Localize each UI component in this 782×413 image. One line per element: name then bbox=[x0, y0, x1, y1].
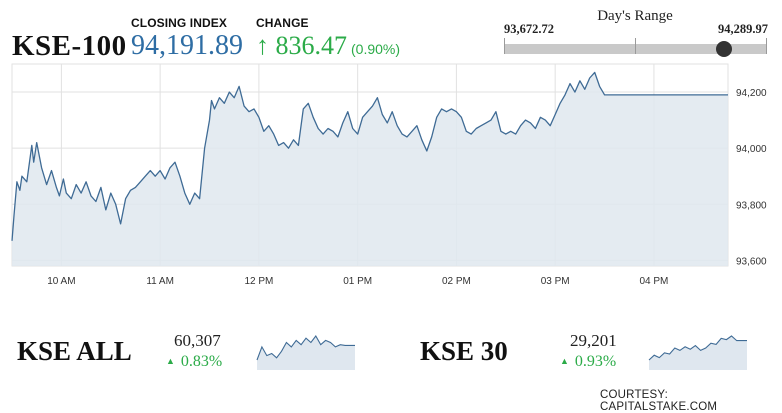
days-range-title: Day's Range bbox=[597, 8, 673, 24]
days-range-bar bbox=[504, 38, 767, 57]
days-range-low: 93,672.72 bbox=[504, 22, 554, 36]
x-tick-label: 10 AM bbox=[47, 276, 75, 287]
days-range-current-marker bbox=[716, 41, 733, 57]
kse30-name: KSE 30 bbox=[420, 336, 508, 366]
y-tick-label: 93,800 bbox=[736, 200, 767, 211]
index-ticker: KSE-100 bbox=[12, 30, 127, 62]
x-tick-label: 01 PM bbox=[343, 276, 372, 287]
series-area-fill bbox=[12, 72, 728, 267]
days-range-high: 94,289.97 bbox=[718, 22, 768, 36]
kse30-change-pct: 0.93% bbox=[574, 353, 617, 370]
series-line bbox=[11, 71, 728, 241]
change-points: 836.47 bbox=[275, 31, 348, 60]
y-tick-label: 94,000 bbox=[736, 144, 767, 155]
kse-all-sparkline bbox=[256, 334, 355, 370]
kse30-change: ▲ 0.93% bbox=[560, 353, 616, 371]
x-tick-label: 03 PM bbox=[541, 276, 570, 287]
closing-index-label: CLOSING INDEX bbox=[131, 16, 227, 30]
x-tick-label: 11 AM bbox=[146, 276, 174, 287]
range-tick-low bbox=[504, 38, 505, 54]
change-value-group: ↑ 836.47 (0.90%) bbox=[256, 31, 400, 61]
x-tick-label: 04 PM bbox=[639, 276, 668, 287]
kse30-up-arrow-icon: ▲ bbox=[560, 356, 569, 366]
kse-all-value: 60,307 bbox=[174, 331, 221, 350]
kse30-sparkline bbox=[648, 335, 747, 370]
kse100-intraday-chart: 93,600 93,800 94,000 94,200 10 AM 11 AM 12 PM 0… bbox=[11, 63, 767, 287]
sparkline-area bbox=[649, 336, 747, 370]
range-tick-mid bbox=[635, 38, 636, 54]
sparkline-area bbox=[257, 336, 355, 370]
source-credit: COURTESY: CAPITALSTAKE.COM bbox=[600, 389, 718, 413]
y-tick-label: 93,600 bbox=[736, 256, 767, 267]
change-percent: (0.90%) bbox=[351, 41, 401, 57]
kse-all-change-pct: 0.83% bbox=[180, 353, 223, 370]
up-arrow-icon: ↑ bbox=[256, 31, 269, 60]
kse-all-change: ▲ 0.83% bbox=[166, 353, 222, 371]
x-tick-label: 02 PM bbox=[442, 276, 471, 287]
x-tick-label: 12 PM bbox=[244, 276, 273, 287]
change-label: CHANGE bbox=[256, 16, 309, 30]
sparkline-line bbox=[256, 334, 355, 361]
kse30-value: 29,201 bbox=[570, 331, 617, 350]
closing-index-value: 94,191.89 bbox=[131, 30, 243, 61]
kse-all-up-arrow-icon: ▲ bbox=[166, 356, 175, 366]
range-tick-high bbox=[766, 38, 767, 54]
sparkline-line bbox=[648, 335, 747, 361]
y-tick-label: 94,200 bbox=[736, 88, 767, 99]
kse-all-name: KSE ALL bbox=[17, 336, 132, 366]
